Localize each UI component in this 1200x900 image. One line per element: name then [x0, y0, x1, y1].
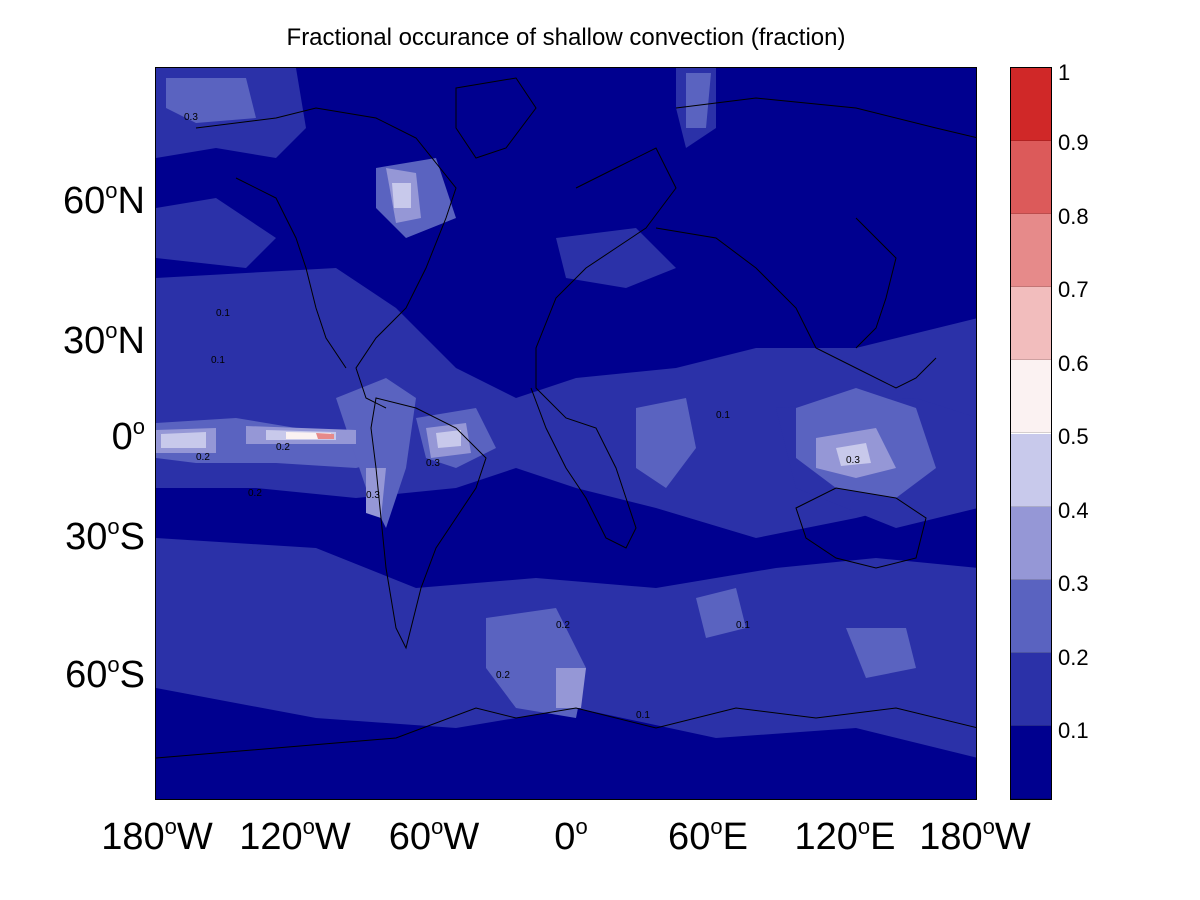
- contour-label: 0.2: [556, 620, 570, 631]
- colorbar-tick: 0.8: [1058, 204, 1089, 229]
- coastline: [675, 97, 976, 139]
- colorbar-tick: 0.2: [1058, 645, 1089, 670]
- contour-map: 0.3 0.2 0.2 0.3 0.3 0.2 0.1 0.1 0.2 0.1 …: [156, 68, 976, 759]
- colorbar-swatch: [1011, 68, 1051, 142]
- colorbar-tick: 0.9: [1058, 130, 1089, 155]
- contour-region: [846, 628, 916, 678]
- colorbar-swatch: [1011, 360, 1051, 434]
- contour-label: 0.1: [211, 355, 225, 366]
- contour-region: [836, 443, 871, 466]
- colorbar-tick: 0.1: [1058, 718, 1089, 743]
- contour-label: 0.3: [184, 112, 198, 123]
- lon-label-60W: 60oW: [388, 814, 480, 858]
- colorbar-swatch: [1011, 725, 1051, 799]
- map-panel: 0.3 0.2 0.2 0.3 0.3 0.2 0.1 0.1 0.2 0.1 …: [155, 67, 977, 800]
- contour-region: [556, 668, 586, 708]
- colorbar-swatch: [1011, 141, 1051, 215]
- contour-region: [366, 468, 386, 518]
- contour-label: 0.1: [636, 710, 650, 721]
- contour-label: 0.2: [496, 670, 510, 681]
- colorbar-tick: 1: [1058, 60, 1071, 85]
- colorbar-tick: 0.7: [1058, 277, 1089, 302]
- colorbar-swatch: [1011, 287, 1051, 361]
- colorbar-tick: 0.4: [1058, 498, 1089, 523]
- colorbar-tick: 0.5: [1058, 424, 1089, 449]
- contour-region: [636, 398, 696, 488]
- coastline: [195, 107, 457, 409]
- contour-label: 0.1: [736, 620, 750, 631]
- coastline: [530, 147, 677, 549]
- coastlines: [156, 77, 976, 759]
- contour-layer-0.4: [161, 183, 871, 466]
- lon-label-60E: 60oE: [668, 814, 748, 858]
- contour-label: 0.1: [216, 308, 230, 319]
- contour-region: [161, 432, 206, 448]
- contour-label: 0.2: [248, 488, 262, 499]
- colorbar-swatch: [1011, 579, 1051, 653]
- coastline: [156, 707, 976, 759]
- coastline: [455, 77, 537, 159]
- colorbar-tick: 0.6: [1058, 351, 1089, 376]
- colorbar-swatch: [1011, 214, 1051, 288]
- contour-region: [316, 433, 334, 439]
- lon-label-120E: 120oE: [794, 814, 896, 858]
- lat-label-60N: 60oN: [63, 178, 145, 222]
- colorbar-swatch: [1011, 433, 1051, 507]
- lon-label-0: 0o: [554, 814, 588, 858]
- colorbar: [1010, 67, 1052, 800]
- contour-region: [166, 78, 256, 123]
- contour-label: 0.2: [196, 452, 210, 463]
- lon-label-120W: 120oW: [239, 814, 351, 858]
- coastline: [235, 177, 347, 369]
- chart-title: Fractional occurance of shallow convecti…: [286, 24, 846, 51]
- colorbar-swatch: [1011, 652, 1051, 726]
- lat-label-30N: 30oN: [63, 318, 145, 362]
- contour-label: 0.2: [276, 442, 290, 453]
- contour-region: [556, 228, 676, 288]
- lon-label-180W: 180oW: [101, 814, 213, 858]
- coastline: [655, 227, 937, 389]
- lon-label-180W-right: 180oW: [919, 814, 1031, 858]
- coastline: [855, 217, 897, 349]
- contour-label: 0.3: [426, 458, 440, 469]
- lat-label-0: 0o: [111, 414, 145, 458]
- contour-region: [696, 588, 746, 638]
- contour-labels: 0.3 0.2 0.2 0.3 0.3 0.2 0.1 0.1 0.2 0.1 …: [184, 112, 860, 721]
- contour-region: [156, 198, 276, 268]
- contour-region: [686, 73, 711, 128]
- contour-label: 0.1: [716, 410, 730, 421]
- contour-region: [392, 183, 411, 208]
- coastline: [370, 397, 487, 650]
- contour-region: [436, 430, 461, 448]
- contour-region: [336, 378, 416, 528]
- coastline: [795, 487, 927, 569]
- lat-label-30S: 30oS: [65, 514, 145, 558]
- colorbar-tick: 0.3: [1058, 571, 1089, 596]
- contour-label: 0.3: [366, 490, 380, 501]
- contour-label: 0.3: [846, 455, 860, 466]
- contour-layer-0.6: [316, 433, 334, 439]
- lat-label-60S: 60oS: [65, 652, 145, 696]
- colorbar-swatch: [1011, 506, 1051, 580]
